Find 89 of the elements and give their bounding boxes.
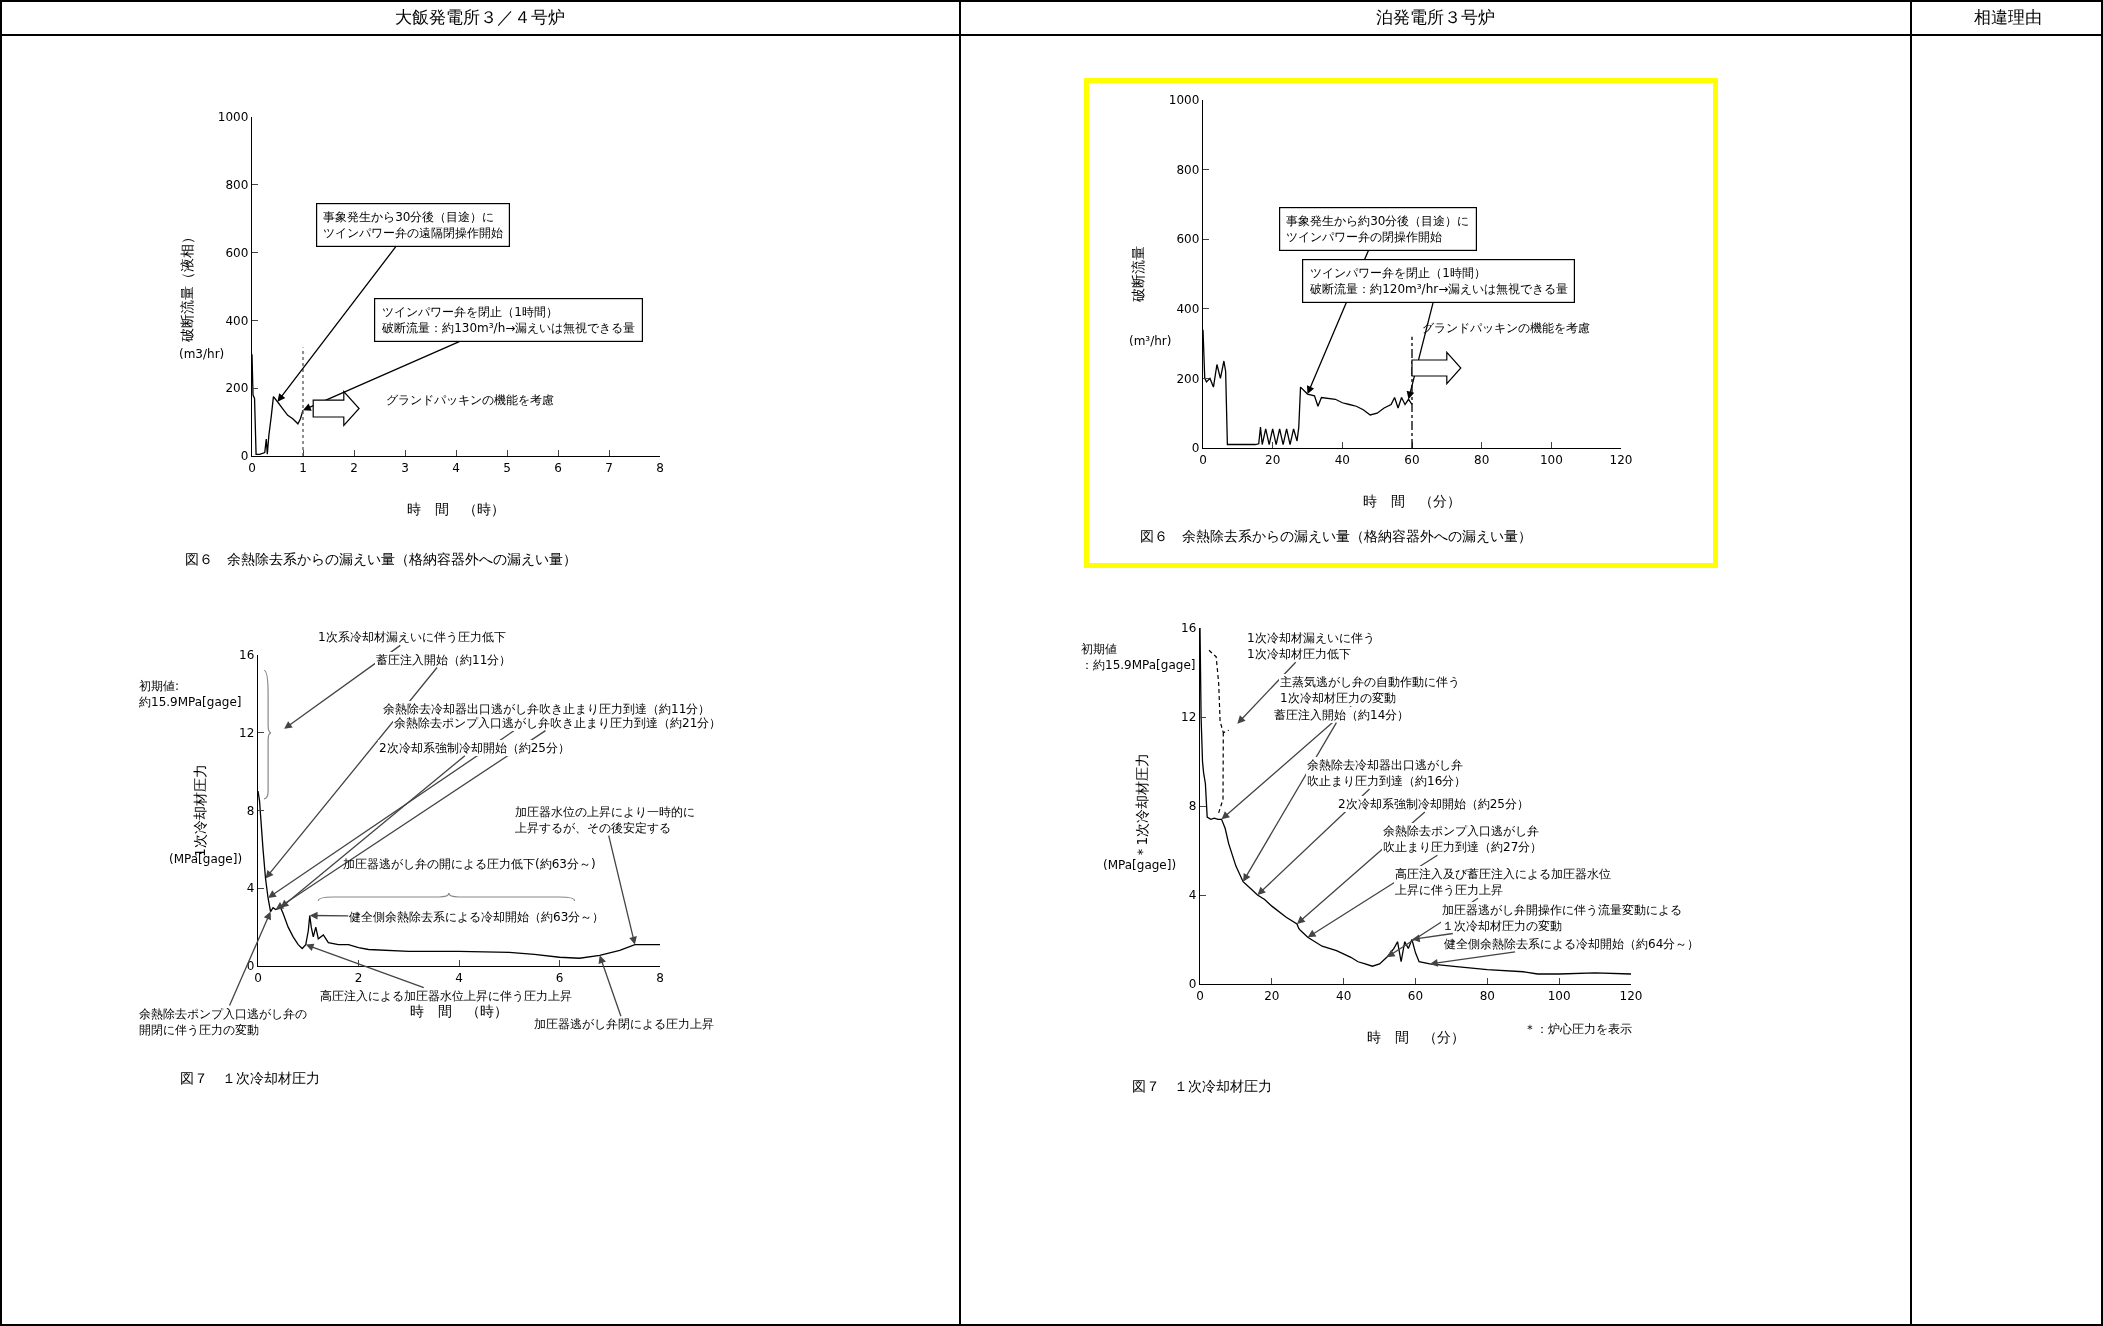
- y-tick-label: 600: [225, 245, 249, 260]
- text: 初期値：約15.9MPa[gage]: [1081, 642, 1196, 672]
- annotation: 蓄圧注入開始（約14分）: [1274, 708, 1410, 722]
- y-tick-label: 400: [225, 313, 249, 328]
- text: (MPa[gage]): [1103, 858, 1177, 872]
- y-tick-label: 8: [1188, 799, 1197, 814]
- annotation: グランドパッキンの機能を考慮: [386, 393, 554, 407]
- y-tick-label: 800: [225, 178, 249, 192]
- text: 図６ 余熱除去系からの漏えい量（格納容器外への漏えい量）: [1140, 527, 1533, 544]
- annotation: 事象発生から約30分後（目途）にツインパワー弁の閉操作開始: [1286, 214, 1470, 244]
- annotation: 高圧注入による加圧器水位上昇に伴う圧力上昇: [320, 989, 572, 1003]
- y-tick-label: 1000: [217, 110, 249, 125]
- x-tick-label: 1: [299, 460, 307, 475]
- x-axis-title: 時 間 （時）: [410, 1002, 508, 1019]
- x-axis-title: 時 間 （時）: [407, 500, 505, 517]
- annotation: 余熱除去ポンプ入口逃がし弁の開閉に伴う圧力の変動: [139, 1007, 307, 1037]
- x-tick-label: 2: [350, 460, 358, 475]
- y-tick-label: 200: [225, 381, 249, 396]
- annotation: 2次冷却系強制冷却開始（約25分）: [1338, 797, 1529, 811]
- x-tick-label: 100: [1547, 988, 1571, 1003]
- text: 図７ １次冷却材圧力: [1132, 1077, 1272, 1094]
- x-tick-label: 5: [503, 460, 511, 475]
- x-tick-label: 60: [1407, 988, 1424, 1003]
- text: 初期値:約15.9MPa[gage]: [139, 679, 242, 709]
- x-tick-label: 6: [555, 970, 564, 985]
- x-tick-label: 80: [1474, 452, 1490, 467]
- annotation: ツインパワー弁を閉止（1時間）破断流量：約120m³/hr→漏えいは無視できる量: [1309, 266, 1569, 296]
- annotation: 高圧注入及び蓄圧注入による加圧器水位上昇に伴う圧力上昇: [1395, 867, 1611, 897]
- text: ＊：炉心圧力を表示: [1524, 1022, 1632, 1036]
- text: 図７ １次冷却材圧力: [179, 1069, 320, 1086]
- annotation: 蓄圧注入開始（約11分）: [376, 653, 512, 667]
- x-tick-label: 6: [554, 460, 562, 475]
- y-tick-label: 16: [239, 648, 255, 663]
- y-tick-label: 800: [1176, 162, 1200, 177]
- x-tick-label: 3: [401, 460, 409, 475]
- x-tick-label: 80: [1479, 988, 1495, 1003]
- x-tick-label: 20: [1264, 988, 1280, 1003]
- annotation: 余熱除去ポンプ入口逃がし弁吹止まり圧力到達（約27分）: [1383, 824, 1543, 854]
- y-tick-label: 16: [1181, 621, 1197, 636]
- y-tick-label: 4: [1188, 888, 1197, 903]
- x-tick-label: 120: [1619, 988, 1643, 1003]
- x-tick-label: 8: [656, 460, 664, 475]
- x-axis-title: 時 間 （分）: [1363, 492, 1461, 509]
- text: 1次系冷却材漏えいに伴う圧力低下: [318, 630, 506, 644]
- y-tick-label: 12: [1181, 710, 1197, 725]
- annotation: 余熱除去冷却器出口逃がし弁吹止まり圧力到達（約16分）: [1307, 758, 1467, 788]
- y-axis-title: 破断流量: [1129, 246, 1146, 303]
- text: 大飯発電所３／４号炉: [393, 6, 566, 29]
- annotation: 加圧器水位の上昇により一時的に上昇するが、その後安定する: [515, 805, 695, 835]
- y-tick-label: 12: [239, 725, 255, 740]
- annotation: 健全側余熱除去系による冷却開始（約63分～）: [349, 910, 605, 924]
- annotation: 加圧器逃がし弁開操作に伴う流量変動による１次冷却材圧力の変動: [1442, 903, 1682, 933]
- y-tick-label: 0: [246, 959, 255, 974]
- x-tick-label: 120: [1609, 452, 1633, 467]
- annotation: 2次冷却系強制冷却開始（約25分）: [379, 741, 570, 755]
- x-tick-label: 40: [1336, 988, 1352, 1003]
- text: (m³/hr): [1129, 334, 1172, 348]
- text: 相違理由: [1972, 6, 2043, 29]
- x-tick-label: 40: [1334, 452, 1350, 467]
- annotation: 健全側余熱除去系による冷却開始（約64分～）: [1444, 937, 1700, 951]
- y-tick-label: 1000: [1168, 93, 1200, 108]
- annotation: 事象発生から30分後（目途）にツインパワー弁の遠隔閉操作開始: [323, 210, 504, 240]
- x-tick-label: 7: [605, 460, 613, 475]
- y-tick-label: 8: [246, 803, 255, 818]
- annotation: 加圧器逃がし弁の開による圧力低下(約63分～): [343, 857, 596, 871]
- y-tick-label: 200: [1176, 371, 1200, 386]
- annotation: 余熱除去冷却器出口逃がし弁吹き止まり圧力到達（約11分）: [383, 702, 711, 716]
- x-tick-label: 100: [1539, 452, 1563, 467]
- text: (m3/hr): [179, 347, 225, 361]
- y-axis-title: ＊1次冷却材圧力: [1133, 752, 1150, 860]
- y-tick-label: 600: [1176, 232, 1200, 247]
- y-tick-label: 0: [1191, 441, 1200, 456]
- annotation: 1次冷却材漏えいに伴う1次冷却材圧力低下: [1247, 631, 1375, 661]
- y-axis-title: 破断流量（液相）: [178, 230, 195, 344]
- x-tick-label: 4: [452, 460, 460, 475]
- x-tick-label: 20: [1265, 452, 1281, 467]
- annotation: 主蒸気逃がし弁の自動作動に伴う1次冷却材圧力の変動: [1280, 675, 1460, 705]
- x-tick-label: 8: [656, 970, 664, 985]
- annotation: ツインパワー弁を閉止（1時間）破断流量：約130m³/h→漏えいは無視できる量: [381, 305, 636, 335]
- x-tick-label: 2: [354, 970, 363, 985]
- x-tick-label: 60: [1404, 452, 1420, 467]
- annotation: 余熱除去ポンプ入口逃がし弁吹き止まり圧力到達（約21分）: [394, 716, 722, 730]
- x-tick-label: 4: [455, 970, 463, 985]
- y-tick-label: 400: [1176, 302, 1200, 316]
- text: 図６ 余熱除去系からの漏えい量（格納容器外への漏えい量）: [184, 550, 577, 567]
- text: 泊発電所３号炉: [1375, 6, 1496, 29]
- x-axis-title: 時 間 （分）: [1366, 1028, 1465, 1045]
- y-tick-label: 4: [246, 881, 255, 896]
- annotation: 加圧器逃がし弁閉による圧力上昇: [534, 1017, 714, 1031]
